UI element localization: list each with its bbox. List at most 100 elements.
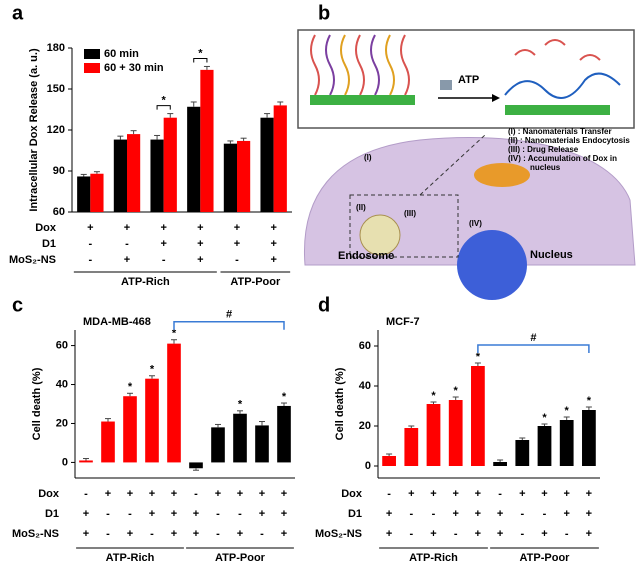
condition-mark: +: [497, 508, 503, 520]
condition-mark: +: [452, 488, 458, 500]
condition-mark: +: [281, 488, 287, 500]
panel-label: b: [318, 2, 330, 24]
significance-star: *: [198, 47, 203, 59]
bar: [493, 462, 507, 466]
atp-icon: [440, 80, 452, 90]
y-tick-label: 60: [359, 340, 371, 352]
bar: [90, 173, 104, 212]
bracket-label: #: [530, 332, 536, 344]
condition-mark: -: [543, 508, 547, 520]
condition-mark: +: [259, 488, 265, 500]
endosome-label: Endosome: [338, 250, 394, 262]
condition-mark: -: [88, 238, 92, 250]
condition-mark: -: [125, 238, 129, 250]
condition-name: D1: [348, 508, 362, 520]
condition-mark: +: [127, 488, 133, 500]
bracket: [173, 320, 285, 330]
condition-mark: +: [83, 528, 89, 540]
significance-star: *: [565, 405, 570, 417]
bar: [223, 143, 237, 212]
y-tick-label: 0: [62, 456, 68, 468]
y-axis-label: Intracellular Dox Release (a. u.): [28, 48, 40, 212]
condition-mark: +: [541, 528, 547, 540]
y-tick-label: 40: [56, 378, 68, 390]
condition-mark: -: [565, 528, 569, 540]
bar: [382, 456, 396, 466]
step-text: (III) : Drug Release: [508, 145, 579, 154]
condition-mark: -: [454, 528, 458, 540]
condition-name: MoS₂-NS: [315, 528, 362, 540]
legend-swatch: [84, 63, 100, 73]
bar: [189, 462, 203, 469]
significance-star: *: [150, 364, 155, 376]
bar: [101, 421, 115, 463]
condition-mark: +: [541, 488, 547, 500]
condition-name: D1: [42, 238, 56, 250]
condition-mark: +: [408, 488, 414, 500]
bar: [426, 404, 441, 466]
y-tick-label: 60: [53, 206, 65, 218]
condition-mark: -: [498, 488, 502, 500]
condition-mark: +: [234, 222, 240, 234]
bar: [187, 106, 201, 212]
group-label: ATP-Rich: [121, 276, 170, 288]
bracket: [477, 344, 590, 353]
significance-star: *: [431, 390, 436, 402]
condition-mark: +: [259, 508, 265, 520]
condition-mark: +: [563, 508, 569, 520]
y-tick-label: 120: [47, 124, 65, 136]
mitochondrion: [474, 163, 530, 187]
significance-star: *: [238, 399, 243, 411]
y-tick-label: 40: [359, 380, 371, 392]
condition-mark: +: [171, 508, 177, 520]
condition-mark: -: [260, 528, 264, 540]
condition-mark: +: [197, 222, 203, 234]
group-label: ATP-Poor: [230, 276, 281, 288]
condition-mark: -: [216, 528, 220, 540]
condition-mark: -: [84, 488, 88, 500]
condition-mark: -: [162, 254, 166, 266]
bar: [582, 410, 596, 466]
condition-name: MoS₂-NS: [12, 528, 59, 540]
zoom-box: [349, 194, 459, 258]
y-axis-label: Cell death (%): [334, 367, 346, 440]
bar: [77, 176, 91, 212]
condition-mark: +: [160, 238, 166, 250]
condition-mark: -: [128, 508, 132, 520]
condition-mark: +: [127, 528, 133, 540]
endosome-shape: [359, 214, 401, 256]
condition-mark: +: [281, 508, 287, 520]
condition-mark: +: [193, 508, 199, 520]
step-marker: (IV): [469, 219, 482, 228]
bar: [211, 427, 225, 463]
significance-star: *: [128, 381, 133, 393]
bar: [145, 378, 159, 463]
dna-strands: [310, 34, 410, 96]
significance-star: *: [476, 351, 481, 363]
step-text: (II) : Nanomaterials Endocytosis: [508, 136, 630, 145]
condition-mark: -: [106, 528, 110, 540]
zoom-line: [419, 134, 486, 196]
released-strands: [504, 72, 621, 99]
y-axis-label: Cell death (%): [31, 367, 43, 440]
bar: [233, 413, 247, 463]
bar: [167, 343, 181, 463]
condition-mark: +: [160, 222, 166, 234]
condition-mark: +: [475, 528, 481, 540]
step-marker: (I): [364, 153, 372, 162]
step-marker: (III): [404, 209, 416, 218]
y-tick-label: 20: [56, 417, 68, 429]
condition-mark: +: [197, 254, 203, 266]
significance-star: *: [162, 95, 167, 107]
bar: [537, 426, 552, 466]
condition-mark: +: [563, 488, 569, 500]
bracket-label: #: [226, 309, 232, 321]
step-marker: (II): [356, 203, 366, 212]
condition-mark: +: [124, 254, 130, 266]
condition-mark: -: [150, 528, 154, 540]
bar: [200, 69, 214, 212]
condition-mark: +: [193, 528, 199, 540]
condition-mark: -: [106, 508, 110, 520]
condition-mark: +: [270, 238, 276, 250]
bar: [448, 400, 463, 466]
